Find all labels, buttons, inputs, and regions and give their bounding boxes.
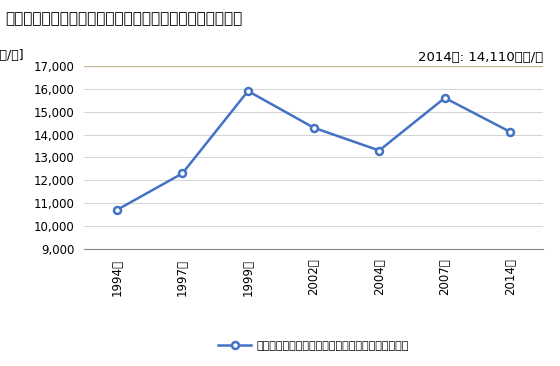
機械器具卸売業の従業者一人当たり年間商品販売額 [179, 171, 186, 176]
Y-axis label: [万円/人]: [万円/人] [0, 49, 24, 62]
Text: 機械器具卸売業の従業者一人当たり年間商品販売額の推移: 機械器具卸売業の従業者一人当たり年間商品販売額の推移 [6, 11, 243, 26]
機械器具卸売業の従業者一人当たり年間商品販売額 [245, 89, 251, 93]
機械器具卸売業の従業者一人当たり年間商品販売額 [441, 96, 448, 100]
Legend: 機械器具卸売業の従業者一人当たり年間商品販売額: 機械器具卸売業の従業者一人当たり年間商品販売額 [213, 337, 414, 356]
機械器具卸売業の従業者一人当たり年間商品販売額 [114, 208, 120, 212]
Text: 2014年: 14,110万円/人: 2014年: 14,110万円/人 [418, 51, 543, 64]
Line: 機械器具卸売業の従業者一人当たり年間商品販売額: 機械器具卸売業の従業者一人当たり年間商品販売額 [113, 87, 514, 213]
機械器具卸売業の従業者一人当たり年間商品販売額 [507, 130, 514, 134]
機械器具卸売業の従業者一人当たり年間商品販売額 [376, 148, 382, 153]
機械器具卸売業の従業者一人当たり年間商品販売額 [310, 126, 317, 130]
